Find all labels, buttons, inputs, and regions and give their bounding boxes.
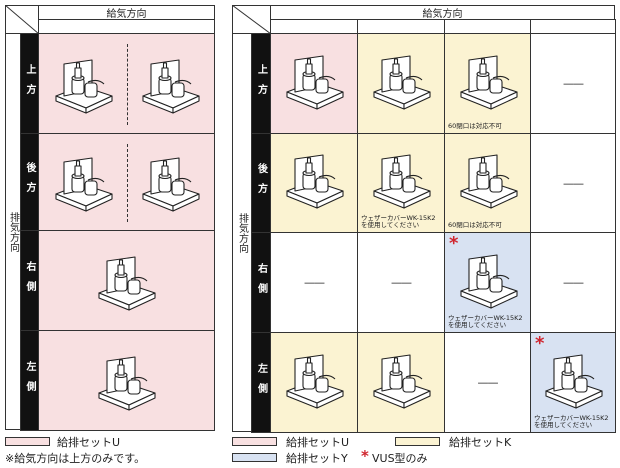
row-header-text: 後方 xyxy=(24,162,35,202)
cell-note: 60閉口は対応不可 xyxy=(448,122,502,130)
legend-swatch xyxy=(5,437,50,446)
illustration xyxy=(142,157,200,212)
row-header: 上方 xyxy=(251,33,271,134)
divider xyxy=(127,144,128,222)
cell-note: ウェザーカバーWK-15K2を使用してください xyxy=(361,214,436,229)
row-header: 上方 xyxy=(20,33,39,134)
cell: —— xyxy=(530,33,616,134)
illustration xyxy=(98,355,156,411)
cell xyxy=(270,33,358,134)
illustration xyxy=(373,54,431,110)
illustration xyxy=(459,154,518,209)
column-group-header: 給気方向 xyxy=(38,5,215,20)
cell: —— xyxy=(444,332,531,433)
column-header: 上 方 xyxy=(38,19,215,34)
row-header-text: 右側 xyxy=(255,262,267,303)
row-header: 左側 xyxy=(20,330,39,431)
column-header: 上 方 xyxy=(270,19,358,34)
legend-swatch xyxy=(395,437,440,446)
illustration xyxy=(286,154,344,209)
row-header: 後方 xyxy=(20,133,39,231)
cell: ウェザーカバーWK-15K2を使用してください * xyxy=(444,232,531,333)
illustration xyxy=(373,353,431,409)
illustration xyxy=(286,353,344,409)
corner-diagonal xyxy=(5,5,39,34)
row-group-header: 排気方向 xyxy=(232,33,252,432)
illustration xyxy=(98,255,156,311)
cell-note: ウェザーカバーWK-15K2を使用してください xyxy=(448,314,523,329)
row-header-text: 左側 xyxy=(24,360,35,401)
column-header: 後 方 xyxy=(357,19,445,34)
cell xyxy=(38,230,215,331)
legend-label: 給排セットU xyxy=(57,435,121,449)
cell xyxy=(270,133,358,233)
row-header-text: 右側 xyxy=(24,260,35,301)
legend-mark-note: VUS型のみ xyxy=(372,451,428,465)
not-available: —— xyxy=(563,77,584,90)
column-header: 右 側 xyxy=(444,19,531,34)
not-available: —— xyxy=(563,176,584,190)
not-available: —— xyxy=(477,376,499,389)
cell: —— xyxy=(357,232,445,333)
not-available: —— xyxy=(304,276,325,289)
row-group-header: 排気方向 xyxy=(5,33,21,430)
not-available: —— xyxy=(391,276,412,289)
cell xyxy=(357,33,445,134)
row-group-header-text: 排気方向 xyxy=(236,212,248,253)
illustration xyxy=(142,58,200,114)
row-header-text: 左側 xyxy=(255,362,267,403)
cell: ウェザーカバーWK-15K2を使用してください xyxy=(357,133,445,233)
cell: —— xyxy=(530,232,616,333)
not-available: —— xyxy=(563,276,584,289)
cell: —— xyxy=(530,133,616,233)
row-header-text: 後方 xyxy=(255,163,267,203)
column-group-header: 給気方向 xyxy=(270,5,615,20)
cell xyxy=(270,332,358,433)
cell-note: 60閉口は対応不可 xyxy=(448,221,502,229)
illustration xyxy=(545,353,603,409)
legend-label: 給排セットU xyxy=(286,435,350,449)
asterisk: * xyxy=(449,233,459,254)
legend-note: ※給気方向は上方のみです。 xyxy=(5,451,146,465)
row-group-header-text: 排気方向 xyxy=(7,211,19,252)
legend-label: 給排セットK xyxy=(449,435,512,449)
cell: 60閉口は対応不可 xyxy=(444,33,531,134)
column-header: 左 側 xyxy=(530,19,616,34)
illustration xyxy=(286,54,344,110)
row-header: 右側 xyxy=(20,230,39,331)
cell: 60閉口は対応不可 xyxy=(444,133,531,233)
cell xyxy=(38,330,215,431)
divider xyxy=(127,44,128,125)
illustration xyxy=(459,54,518,110)
row-header: 左側 xyxy=(251,332,271,433)
cell xyxy=(38,133,215,231)
cell xyxy=(357,332,445,433)
corner-cell xyxy=(232,5,271,34)
legend-asterisk: * xyxy=(361,446,369,465)
row-header: 後方 xyxy=(251,133,271,233)
illustration xyxy=(373,154,431,209)
row-header-text: 上方 xyxy=(24,63,35,104)
cell: —— xyxy=(270,232,358,333)
cell-note: ウェザーカバーWK-15K2を使用してください xyxy=(534,414,609,429)
asterisk: * xyxy=(535,333,545,354)
corner-cell xyxy=(5,5,39,34)
cell xyxy=(38,33,215,134)
legend-label: 給排セットY xyxy=(286,451,348,465)
illustration xyxy=(55,157,113,212)
row-header-text: 上方 xyxy=(255,63,267,104)
legend-swatch xyxy=(232,437,277,446)
cell: ウェザーカバーWK-15K2を使用してください * xyxy=(530,332,616,433)
legend-swatch xyxy=(232,453,277,462)
illustration xyxy=(459,253,518,309)
illustration xyxy=(55,58,113,114)
row-header: 右側 xyxy=(251,232,271,333)
corner-diagonal xyxy=(232,5,271,34)
